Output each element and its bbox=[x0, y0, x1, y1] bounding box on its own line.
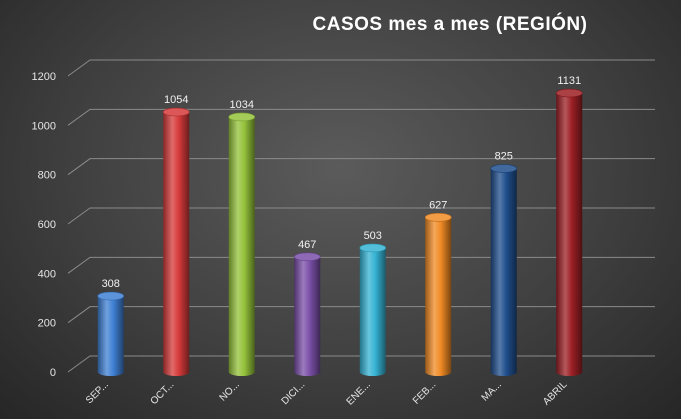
gridline bbox=[67, 256, 655, 274]
bar-cap bbox=[293, 252, 321, 262]
bar-cap bbox=[555, 88, 583, 98]
bar-body bbox=[556, 93, 583, 377]
bar bbox=[555, 88, 583, 377]
y-tick-label: 600 bbox=[38, 219, 56, 231]
y-tick-label: 400 bbox=[38, 268, 56, 280]
chart-title: CASOS mes a mes (REGIÓN) bbox=[312, 14, 588, 35]
data-label: 467 bbox=[298, 239, 316, 251]
y-tick-label: 1200 bbox=[32, 71, 56, 83]
data-label: 825 bbox=[495, 151, 513, 163]
gridline bbox=[67, 59, 655, 77]
gridline bbox=[67, 207, 655, 225]
x-tick-label: ENE... bbox=[345, 379, 373, 407]
bar-body bbox=[163, 112, 190, 376]
x-tick-label: FEB... bbox=[411, 379, 438, 406]
y-tick-label: 1000 bbox=[32, 120, 56, 132]
x-tick-label: MA... bbox=[480, 379, 504, 403]
gridline bbox=[67, 355, 655, 373]
data-label: 1054 bbox=[164, 94, 188, 106]
bar-body bbox=[294, 256, 321, 376]
bar-cap bbox=[424, 213, 452, 222]
x-tick-label: SEP... bbox=[84, 379, 111, 406]
y-tick-label: 800 bbox=[38, 170, 56, 182]
data-label: 627 bbox=[429, 199, 447, 211]
bar bbox=[424, 213, 452, 376]
x-tick-label: ABRIL bbox=[541, 379, 570, 408]
y-tick-label: 200 bbox=[38, 318, 56, 330]
bar-body bbox=[359, 247, 386, 376]
bar-cap bbox=[359, 243, 387, 253]
bar bbox=[162, 107, 190, 376]
data-label: 503 bbox=[364, 230, 382, 242]
y-tick-label: 0 bbox=[50, 367, 56, 379]
bar-body bbox=[490, 168, 517, 376]
gridline bbox=[67, 108, 655, 126]
data-label: 1131 bbox=[557, 75, 581, 87]
bar-cap bbox=[228, 112, 256, 122]
bar bbox=[97, 291, 125, 376]
bar-cap bbox=[97, 291, 125, 301]
bar-body bbox=[425, 217, 452, 376]
x-tick-label: OCT... bbox=[149, 379, 177, 407]
bar-body bbox=[228, 116, 255, 377]
data-label: 1034 bbox=[230, 99, 254, 111]
gridline bbox=[67, 158, 655, 176]
bar bbox=[359, 243, 387, 376]
data-label: 308 bbox=[102, 278, 120, 290]
bar bbox=[490, 164, 518, 376]
bar-body bbox=[97, 296, 124, 376]
bar-cap bbox=[162, 107, 190, 117]
bar bbox=[293, 252, 321, 376]
gridline bbox=[67, 306, 655, 324]
bar-cap bbox=[490, 164, 518, 173]
x-tick-label: DICI... bbox=[280, 379, 308, 407]
bar bbox=[228, 112, 256, 377]
x-tick-label: NO... bbox=[218, 379, 242, 403]
